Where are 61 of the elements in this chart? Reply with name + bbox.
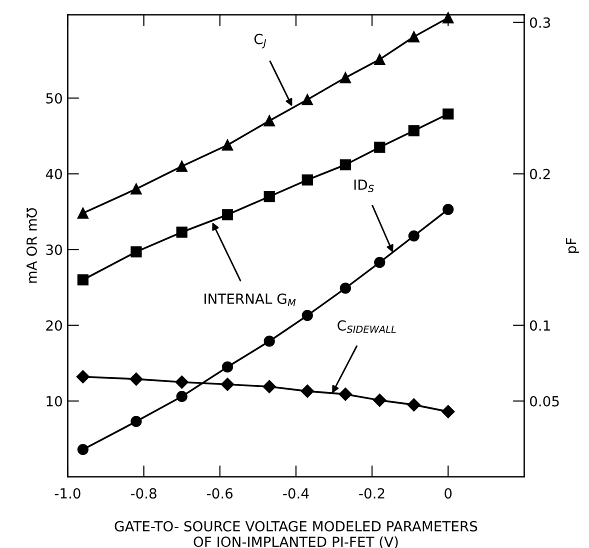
point <box>442 405 455 418</box>
y2-axis-title: pF <box>566 238 579 253</box>
point <box>130 372 143 386</box>
point <box>408 125 420 136</box>
point <box>408 230 420 242</box>
point <box>302 94 313 106</box>
point <box>374 256 386 268</box>
point <box>130 246 142 258</box>
point <box>408 31 420 42</box>
point <box>302 174 313 186</box>
y-tick-label: 10 <box>46 396 62 406</box>
point <box>176 390 188 402</box>
point <box>220 378 234 391</box>
y2-tick-label: 0.1 <box>530 320 550 331</box>
point <box>77 444 89 456</box>
point <box>176 226 188 238</box>
point <box>176 160 188 172</box>
point <box>442 204 454 215</box>
point <box>175 376 188 389</box>
point <box>264 115 275 126</box>
point <box>340 282 351 294</box>
x-tick-label: -0.8 <box>130 488 156 499</box>
x-tick-label: -0.6 <box>207 488 233 499</box>
y2-tick-label: 0.3 <box>530 17 550 28</box>
point <box>264 336 275 347</box>
point <box>442 12 454 24</box>
point <box>222 140 234 151</box>
point <box>76 370 90 384</box>
x-tick-label: 0 <box>444 488 452 499</box>
y-tick-label: 40 <box>46 168 62 180</box>
point <box>130 183 142 195</box>
x-tick-label: -0.4 <box>283 488 309 499</box>
point <box>302 310 313 322</box>
annotation: INTERNAL G$_{M}$ <box>204 293 296 306</box>
point <box>340 72 351 84</box>
y-tick-label: 50 <box>46 93 62 104</box>
point <box>222 209 234 220</box>
point <box>77 274 89 286</box>
point <box>340 159 351 170</box>
annotation: ID$_{S}$ <box>354 180 374 192</box>
point <box>374 142 386 153</box>
x-tick-label: -1.0 <box>54 488 80 499</box>
point <box>338 388 352 401</box>
point <box>373 394 386 407</box>
point <box>300 384 314 398</box>
point <box>130 416 142 428</box>
y-tick-label: 30 <box>46 244 62 256</box>
x-tick-label: -0.2 <box>359 488 384 499</box>
point <box>77 208 89 219</box>
annotation: C$_{J}$ <box>254 34 266 48</box>
point <box>407 398 420 412</box>
point <box>222 361 234 373</box>
point <box>262 380 276 394</box>
point <box>442 108 454 120</box>
y2-tick-label: 0.2 <box>530 168 550 180</box>
annotation: C$_{SIDEWALL}$ <box>338 320 396 333</box>
point <box>374 54 386 66</box>
y2-tick-label: 0.05 <box>530 396 559 406</box>
point <box>264 190 275 202</box>
y-tick-label: 20 <box>46 320 62 331</box>
y-axis-title: mA OR m℧ <box>26 208 37 283</box>
